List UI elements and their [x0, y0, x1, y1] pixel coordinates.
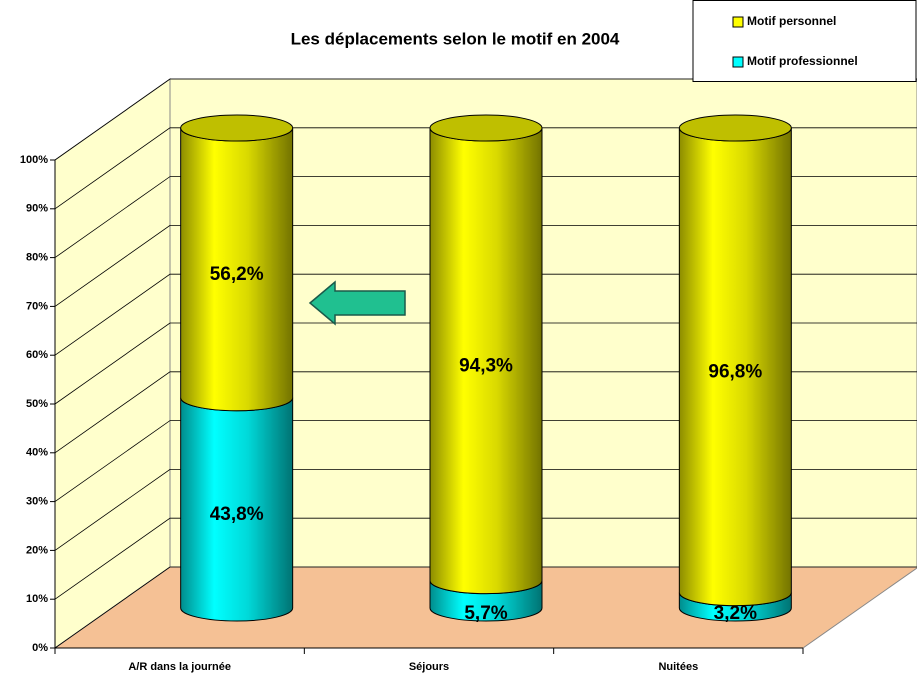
grid-line: [54, 176, 917, 258]
legend-swatch: [732, 16, 744, 28]
y-tick-label: 70%: [26, 300, 48, 312]
legend: [692, 0, 917, 82]
bar-cap: [180, 114, 294, 142]
y-tick-label: 100%: [20, 154, 48, 166]
chart-title: Les déplacements selon le motif en 2004: [291, 29, 620, 48]
legend-swatch: [732, 56, 744, 68]
legend-label: Motif personnel: [747, 14, 836, 28]
value-label: 56,2%: [210, 264, 264, 285]
y-tick-label: 30%: [26, 496, 48, 508]
x-tick-label: A/R dans la journée: [128, 661, 231, 673]
value-label: 5,7%: [464, 603, 507, 624]
grid-line: [54, 127, 917, 210]
shading: [430, 580, 542, 621]
y-tick-label: 80%: [26, 252, 48, 264]
bar-cap: [678, 114, 792, 142]
x-tick-label: Séjours: [409, 661, 449, 673]
shading: [679, 592, 792, 622]
y-tick-label: 0%: [32, 642, 48, 654]
value-label: 96,8%: [708, 361, 762, 382]
shading: [430, 128, 542, 594]
grid-line: [54, 78, 917, 161]
cap-shade: [679, 115, 792, 141]
legend-entries: Motif personnel Motif professionnel: [732, 14, 858, 68]
grid-line: [54, 371, 917, 454]
shading: [180, 128, 293, 411]
grid-line: [54, 273, 917, 356]
cap-shade: [180, 115, 293, 141]
y-tick-label: 90%: [26, 203, 48, 215]
y-tick-label: 40%: [26, 447, 48, 459]
grid: 0% 10% 20% 30% 40% 50% 60% 70% 80% 90% 100%: [20, 78, 917, 654]
grid-line: [54, 224, 917, 307]
grid-line: [54, 468, 917, 551]
arrow: [308, 280, 406, 326]
value-label: 94,3%: [459, 355, 513, 376]
grid-line: [54, 517, 917, 600]
y-tick-label: 60%: [26, 349, 48, 361]
y-tick-label: 20%: [26, 544, 48, 556]
shading: [180, 397, 293, 621]
bar-cap: [429, 114, 543, 142]
value-label: 3,2%: [714, 603, 757, 624]
y-tick-label: 50%: [26, 398, 48, 410]
value-label: 43,8%: [210, 504, 264, 525]
bars: 43,8% 56,2% 5,7% 94,3% 3,2% 96,8%: [180, 114, 792, 624]
x-tick-label: Nuitées: [658, 661, 698, 673]
grid-line: [54, 420, 917, 502]
shading: [679, 128, 792, 606]
legend-label: Motif professionnel: [747, 54, 858, 68]
cap-shade: [430, 115, 542, 141]
grid-line: [54, 566, 917, 649]
y-tick-label: 10%: [26, 593, 48, 605]
grid-line: [54, 322, 917, 405]
